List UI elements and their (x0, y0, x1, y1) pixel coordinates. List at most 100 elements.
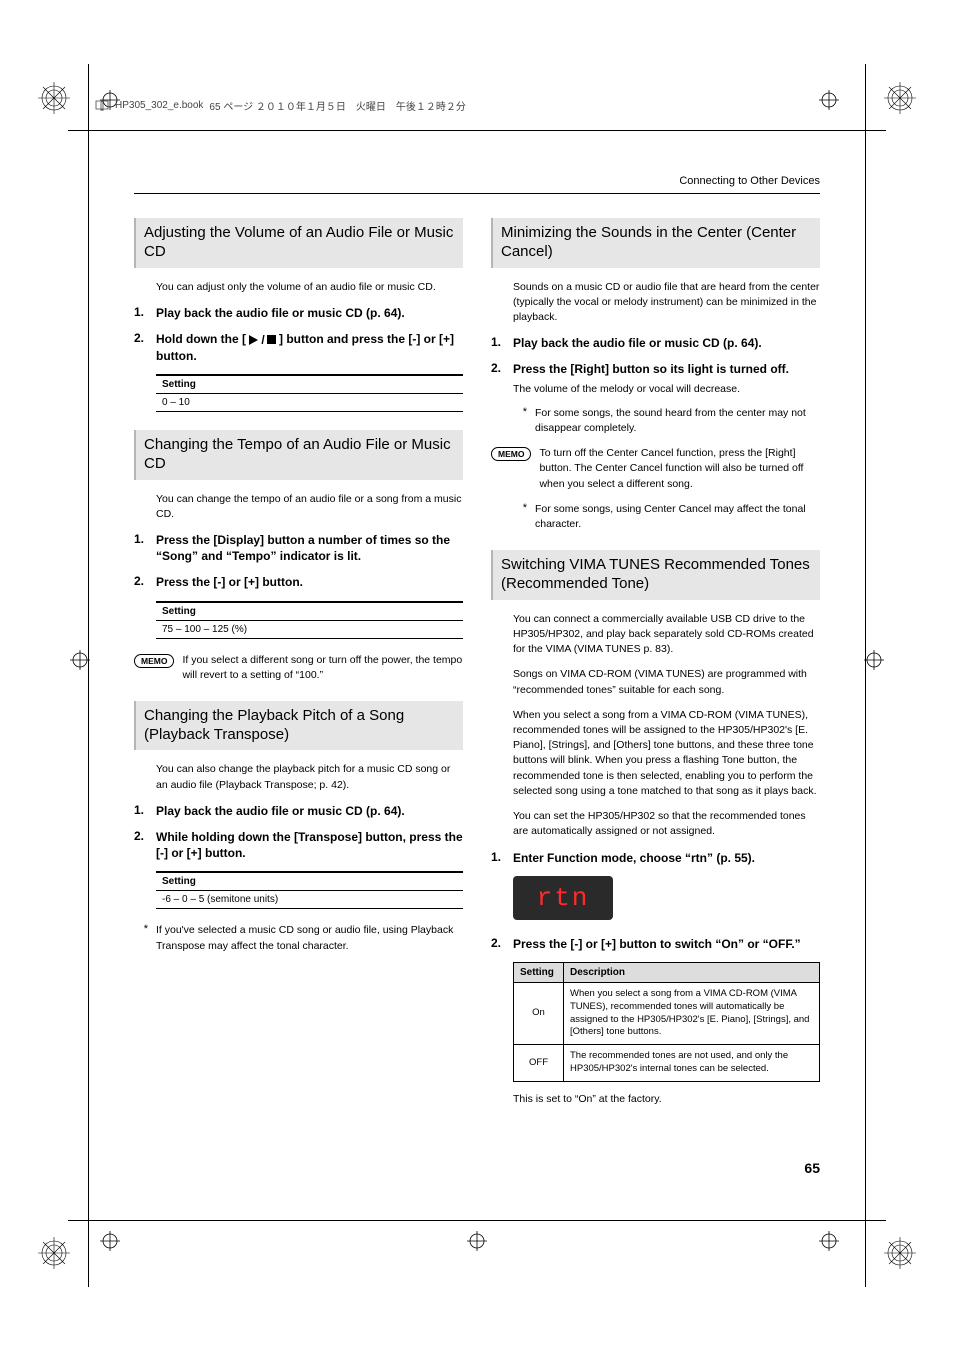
step: 2. While holding down the [Transpose] bu… (134, 829, 463, 861)
vima-p4: You can set the HP305/HP302 so that the … (513, 809, 820, 839)
table-header: Setting (156, 872, 463, 891)
step-text: Enter Function mode, choose “rtn” (p. 55… (513, 850, 820, 866)
step-number: 1. (134, 532, 148, 564)
section-title-volume: Adjusting the Volume of an Audio File or… (134, 218, 463, 268)
step: 1. Play back the audio file or music CD … (134, 305, 463, 321)
intro-center-cancel: Sounds on a music CD or audio file that … (513, 280, 820, 326)
step-text: Press the [-] or [+] button to switch “O… (513, 936, 820, 952)
memo-badge: MEMO (134, 654, 174, 668)
table-cell: When you select a song from a VIMA CD-RO… (564, 982, 820, 1044)
step-text: Play back the audio file or music CD (p.… (156, 803, 463, 819)
section-title-vima: Switching VIMA TUNES Recommended Tones (… (491, 550, 820, 600)
registration-mark-left (70, 650, 90, 670)
step-text-pre: Hold down the [ (156, 332, 246, 346)
registration-mark-bottom-c (467, 1231, 487, 1251)
right-column: Minimizing the Sounds in the Center (Cen… (491, 218, 820, 1117)
memo-text: If you select a different song or turn o… (182, 653, 463, 683)
page-number: 65 (804, 1160, 820, 1176)
note-row: * For some songs, the sound heard from t… (513, 406, 820, 436)
section-title-transpose: Changing the Playback Pitch of a Song (P… (134, 701, 463, 751)
note-asterisk: * (513, 502, 527, 532)
step-text: While holding down the [Transpose] butto… (156, 829, 463, 861)
running-head: Connecting to Other Devices (134, 175, 820, 194)
vima-footer: This is set to “On” at the factory. (513, 1092, 820, 1107)
step-main: Press the [Right] button so its light is… (513, 362, 789, 376)
step: 2. Press the [-] or [+] button. (134, 574, 463, 590)
step-text: Press the [-] or [+] button. (156, 574, 463, 590)
page-area: Connecting to Other Devices Adjusting th… (134, 175, 820, 1176)
note-text: For some songs, the sound heard from the… (535, 406, 820, 436)
table-header: Setting (156, 375, 463, 394)
memo-badge: MEMO (491, 447, 531, 461)
step-text: Hold down the [ / ] button and press the… (156, 331, 463, 364)
setting-table-transpose: Setting -6 – 0 – 5 (semitone units) (156, 871, 463, 909)
memo-row: MEMO If you select a different song or t… (134, 653, 463, 683)
table-cell: OFF (514, 1045, 564, 1082)
rtn-display: rtn (513, 876, 613, 920)
step: 1. Play back the audio file or music CD … (134, 803, 463, 819)
note-asterisk: * (134, 923, 148, 953)
step-text: Press the [Right] button so its light is… (513, 361, 820, 395)
note-text: If you've selected a music CD song or au… (156, 923, 463, 953)
play-stop-icon: / (249, 332, 275, 348)
step-number: 1. (134, 305, 148, 321)
step-number: 1. (491, 335, 505, 351)
table-cell: -6 – 0 – 5 (semitone units) (156, 891, 463, 909)
print-header-filename: HP305_302_e.book (115, 100, 203, 111)
printer-mark-tr (884, 82, 916, 114)
step-number: 1. (491, 850, 505, 866)
step: 2. Hold down the [ / ] button and press … (134, 331, 463, 364)
vima-p1: You can connect a commercially available… (513, 612, 820, 658)
printer-mark-bl (38, 1237, 70, 1269)
step: 1. Play back the audio file or music CD … (491, 335, 820, 351)
step-number: 2. (134, 331, 148, 364)
setting-table-tempo: Setting 75 – 100 – 125 (%) (156, 601, 463, 639)
memo-row: MEMO To turn off the Center Cancel funct… (491, 446, 820, 492)
rtn-display-text: rtn (537, 883, 590, 913)
step-text: Play back the audio file or music CD (p.… (513, 335, 820, 351)
intro-tempo: You can change the tempo of an audio fil… (156, 492, 463, 522)
table-cell: On (514, 982, 564, 1044)
note-asterisk: * (513, 406, 527, 436)
book-icon (95, 99, 109, 113)
step-number: 2. (134, 574, 148, 590)
printer-mark-br (884, 1237, 916, 1269)
table-header: Setting (156, 602, 463, 621)
note-text: For some songs, using Center Cancel may … (535, 502, 820, 532)
crop-line-left (88, 64, 89, 1287)
registration-mark-bottom-l (100, 1231, 120, 1251)
memo-text: To turn off the Center Cancel function, … (539, 446, 820, 492)
setting-table-volume: Setting 0 – 10 (156, 374, 463, 412)
step: 1. Press the [Display] button a number o… (134, 532, 463, 564)
intro-transpose: You can also change the playback pitch f… (156, 762, 463, 792)
section-title-center-cancel: Minimizing the Sounds in the Center (Cen… (491, 218, 820, 268)
table-header: Setting (514, 962, 564, 982)
step: 1. Enter Function mode, choose “rtn” (p.… (491, 850, 820, 866)
step: 2. Press the [Right] button so its light… (491, 361, 820, 395)
print-header-info: 65 ページ ２０１０年１月５日 火曜日 午後１２時２分 (209, 98, 465, 113)
print-header: HP305_302_e.book 65 ページ ２０１０年１月５日 火曜日 午後… (95, 98, 859, 113)
step-sub: The volume of the melody or vocal will d… (513, 382, 820, 396)
intro-volume: You can adjust only the volume of an aud… (156, 280, 463, 295)
vima-p2: Songs on VIMA CD-ROM (VIMA TUNES) are pr… (513, 667, 820, 697)
table-row: OFF The recommended tones are not used, … (514, 1045, 820, 1082)
step-number: 2. (134, 829, 148, 861)
step-text: Press the [Display] button a number of t… (156, 532, 463, 564)
vima-p3: When you select a song from a VIMA CD-RO… (513, 708, 820, 799)
vima-settings-table: Setting Description On When you select a… (513, 962, 820, 1082)
table-cell: 75 – 100 – 125 (%) (156, 620, 463, 638)
note-row: * If you've selected a music CD song or … (134, 923, 463, 953)
crop-line-bottom (68, 1220, 886, 1221)
registration-mark-right (864, 650, 884, 670)
step-number: 1. (134, 803, 148, 819)
left-column: Adjusting the Volume of an Audio File or… (134, 218, 463, 1117)
step-number: 2. (491, 361, 505, 395)
table-row: On When you select a song from a VIMA CD… (514, 982, 820, 1044)
crop-line-right (865, 64, 866, 1287)
printer-mark-tl (38, 82, 70, 114)
crop-line-top (68, 130, 886, 131)
table-cell: The recommended tones are not used, and … (564, 1045, 820, 1082)
step: 2. Press the [-] or [+] button to switch… (491, 936, 820, 952)
section-title-tempo: Changing the Tempo of an Audio File or M… (134, 430, 463, 480)
table-header: Description (564, 962, 820, 982)
